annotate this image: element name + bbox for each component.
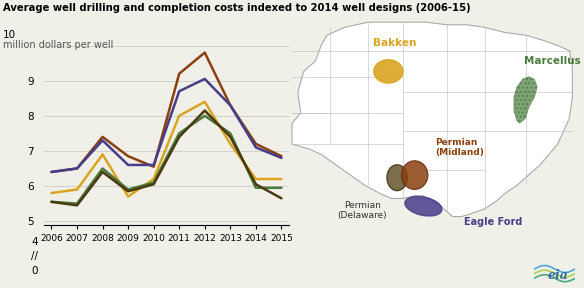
Ellipse shape — [405, 196, 442, 216]
Polygon shape — [292, 22, 572, 217]
Text: eia: eia — [547, 269, 568, 282]
Text: 10: 10 — [2, 30, 16, 40]
Text: //: // — [31, 251, 38, 261]
Text: Eagle Ford: Eagle Ford — [464, 217, 523, 227]
Ellipse shape — [402, 161, 427, 190]
Text: Permian
(Delaware): Permian (Delaware) — [338, 201, 387, 220]
Ellipse shape — [387, 165, 408, 191]
Text: 4: 4 — [32, 237, 38, 247]
Text: Permian
(Midland): Permian (Midland) — [435, 138, 484, 157]
Text: Average well drilling and completion costs indexed to 2014 well designs (2006-15: Average well drilling and completion cos… — [3, 3, 471, 13]
Text: Marcellus: Marcellus — [523, 56, 580, 66]
Text: million dollars per well: million dollars per well — [3, 40, 113, 50]
Ellipse shape — [374, 60, 403, 83]
Text: 0: 0 — [32, 266, 38, 276]
Text: Bakken: Bakken — [373, 38, 416, 48]
Polygon shape — [514, 77, 537, 123]
